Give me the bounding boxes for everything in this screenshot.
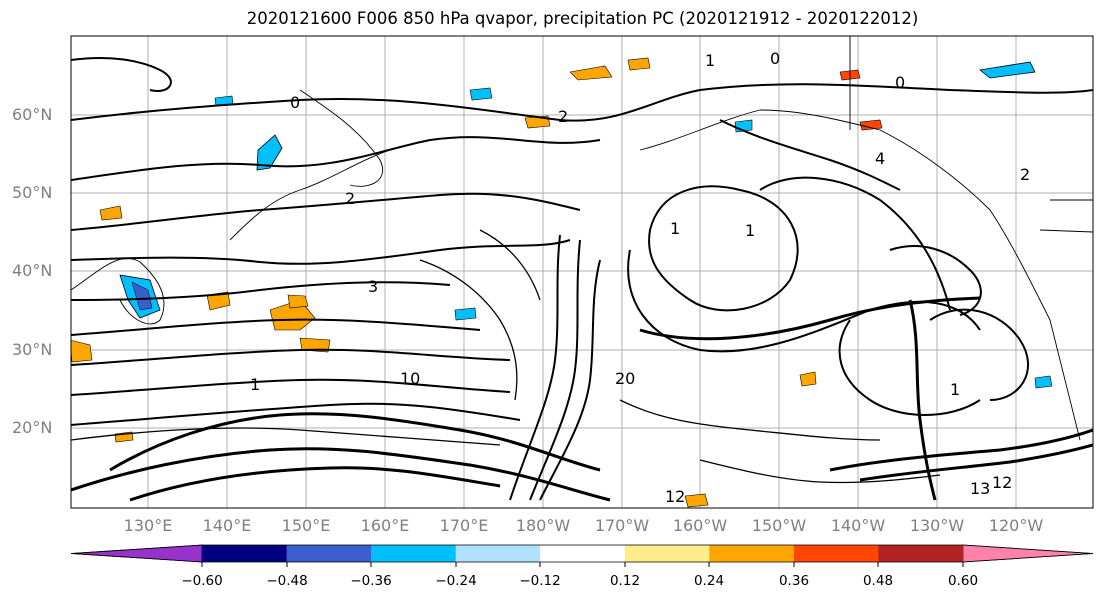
contour-label: 2 — [1020, 165, 1030, 184]
contour-label: 20 — [615, 369, 635, 388]
contour-label: 0 — [290, 93, 300, 112]
latitude-label: 60°N — [12, 105, 53, 124]
contour-label: 2 — [558, 107, 568, 126]
longitude-label: 150°E — [281, 516, 331, 535]
colorbar-tick-label: 0.36 — [778, 573, 810, 589]
coastlines — [71, 36, 1093, 441]
colorbar-segment — [878, 545, 964, 562]
contour-label: 1 — [950, 380, 960, 399]
colorbar-segment — [455, 545, 541, 562]
fine-contours — [71, 229, 941, 484]
contour-label: 13 — [970, 479, 990, 498]
contour-label: 12 — [665, 487, 685, 506]
map-title: 2020121600 F006 850 hPa qvapor, precipit… — [246, 9, 919, 28]
colorbar-segment — [286, 545, 372, 562]
contour-label: 2 — [345, 189, 355, 208]
colorbar-segment — [540, 545, 626, 562]
colorbar-segment — [202, 545, 288, 562]
colorbar-tick-label: 0.48 — [862, 573, 894, 589]
contour-label: 1 — [705, 51, 715, 70]
colorbar-tick-label: −0.24 — [435, 573, 477, 589]
contour-label: 4 — [875, 149, 885, 168]
colorbar-segment — [709, 545, 795, 562]
colorbar-ticks — [201, 562, 964, 567]
tropical-dense-contours — [71, 296, 1093, 502]
longitude-label: 170°E — [439, 516, 489, 535]
contour-label: 12 — [992, 473, 1012, 492]
colorbar-tick-label: −0.36 — [350, 573, 392, 589]
latitude-label: 40°N — [12, 261, 53, 280]
qvapor-contours — [71, 57, 1093, 501]
colorbar-segment — [793, 545, 879, 562]
longitude-label: 150°W — [751, 516, 807, 535]
colorbar — [70, 544, 1094, 563]
longitude-label: 160°W — [672, 516, 728, 535]
latitude-label: 30°N — [12, 340, 53, 359]
longitude-label: 170°W — [594, 516, 650, 535]
colorbar-tick-label: −0.48 — [266, 573, 308, 589]
contour-label: 1 — [670, 219, 680, 238]
map-frame — [70, 35, 1094, 509]
contour-label: 1 — [745, 221, 755, 240]
colorbar-tick-label: 0.24 — [693, 573, 725, 589]
colorbar-high-arrow — [962, 544, 1094, 563]
colorbar-tick-label: −0.60 — [181, 573, 223, 589]
colorbar-tick-label: −0.12 — [519, 573, 561, 589]
contour-label: 1 — [250, 375, 260, 394]
latitude-label: 20°N — [12, 418, 53, 437]
longitude-label: 180°W — [515, 516, 571, 535]
longitude-label: 140°E — [202, 516, 252, 535]
contour-label: 0 — [770, 49, 780, 68]
colorbar-tick-label: 0.60 — [947, 573, 979, 589]
map-background — [71, 36, 1093, 508]
colorbar-tick-label: 0.12 — [609, 573, 641, 589]
longitude-label: 130°W — [909, 516, 965, 535]
gridlines — [71, 36, 1093, 508]
colorbar-low-arrow — [70, 544, 203, 563]
contour-label: 10 — [400, 369, 420, 388]
longitude-label: 130°E — [123, 516, 173, 535]
longitude-label: 140°W — [830, 516, 886, 535]
longitude-label: 160°E — [360, 516, 410, 535]
colorbar-segment — [624, 545, 710, 562]
colorbar-segment — [371, 545, 457, 562]
longitude-label: 120°W — [988, 516, 1044, 535]
precipitation-patches — [71, 57, 1053, 508]
contour-label: 3 — [368, 277, 378, 296]
latitude-label: 50°N — [12, 183, 53, 202]
contour-label: 0 — [895, 73, 905, 92]
